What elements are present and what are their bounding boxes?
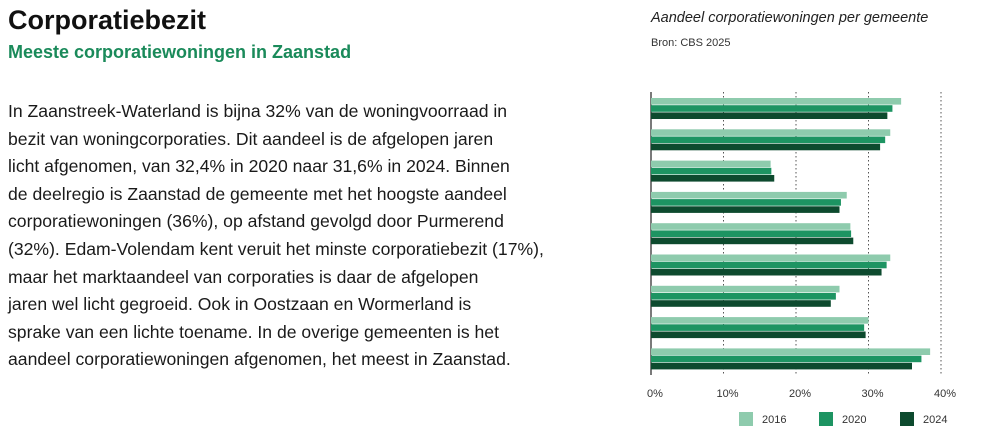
body-line: maar het marktaandeel van corporaties is…	[8, 266, 479, 287]
body-line: de deelregio is Zaanstad de gemeente met…	[8, 183, 507, 204]
bar	[651, 254, 891, 262]
bar	[651, 199, 841, 206]
bar	[651, 261, 887, 269]
body-line: (32%). Edam-Volendam kent veruit het min…	[8, 238, 544, 259]
bar	[651, 317, 869, 324]
bar	[651, 331, 866, 339]
text-panel: Corporatiebezit Meeste corporatiewoninge…	[8, 4, 608, 374]
bar	[651, 175, 775, 182]
legend-label: 2020	[842, 414, 866, 426]
bar	[651, 362, 912, 370]
legend-swatch	[900, 412, 914, 426]
bar	[651, 105, 893, 112]
body-line: bezit van woningcorporaties. Dit aandeel…	[8, 128, 494, 149]
legend-swatch	[819, 412, 833, 426]
bar	[651, 348, 931, 355]
body-line: jaren wel licht gegroeid. Ook in Oostzaa…	[8, 294, 472, 315]
bar	[651, 237, 854, 245]
bar	[651, 98, 902, 105]
bar	[651, 293, 836, 300]
x-tick-label: 10%	[716, 388, 738, 400]
bar	[651, 160, 771, 168]
body-line: In Zaanstreek-Waterland is bijna 32% van…	[8, 101, 508, 121]
body-line: corporatiewoningen (36%), op afstand gev…	[8, 211, 504, 232]
body-paragraph: In Zaanstreek-Waterland is bijna 32% van…	[8, 98, 608, 374]
bar	[651, 268, 882, 276]
x-tick-label: 40%	[934, 388, 956, 400]
bar	[651, 143, 881, 151]
bar	[651, 191, 847, 199]
x-tick-label: 30%	[861, 388, 883, 400]
page-title: Corporatiebezit	[8, 5, 207, 35]
bar	[651, 324, 865, 331]
bar	[651, 167, 772, 175]
bar	[651, 355, 922, 363]
bar	[651, 230, 852, 237]
bar	[651, 223, 851, 230]
bar	[651, 300, 831, 307]
legend-label: 2024	[923, 414, 947, 426]
body-line: aandeel corporatiewoningen afgenomen, he…	[8, 349, 511, 370]
body-line: sprake van een lichte toename. In de ove…	[8, 321, 499, 342]
page-subtitle: Meeste corporatiewoningen in Zaanstad	[8, 42, 352, 62]
bar	[651, 285, 840, 293]
legend-label: 2016	[762, 414, 786, 426]
bar	[651, 206, 840, 213]
x-tick-label: 0%	[647, 388, 663, 400]
chart-source: Bron: CBS 2025	[651, 37, 731, 49]
bar	[651, 136, 886, 144]
bar	[651, 112, 888, 119]
body-line: licht afgenomen, van 32,4% in 2020 naar …	[8, 156, 510, 177]
chart-title: Aandeel corporatiewoningen per gemeente	[651, 10, 929, 26]
bar	[651, 129, 891, 136]
x-tick-label: 20%	[789, 388, 811, 400]
legend-swatch	[739, 412, 753, 426]
